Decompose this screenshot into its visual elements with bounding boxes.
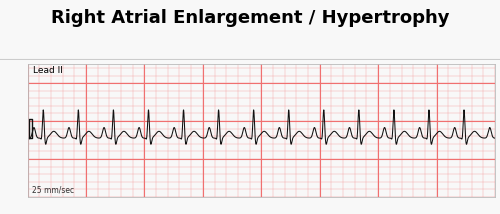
Text: 25 mm/sec: 25 mm/sec xyxy=(32,186,74,195)
Text: Right Atrial Enlargement / Hypertrophy: Right Atrial Enlargement / Hypertrophy xyxy=(51,9,449,27)
Text: Lead II: Lead II xyxy=(34,66,63,75)
